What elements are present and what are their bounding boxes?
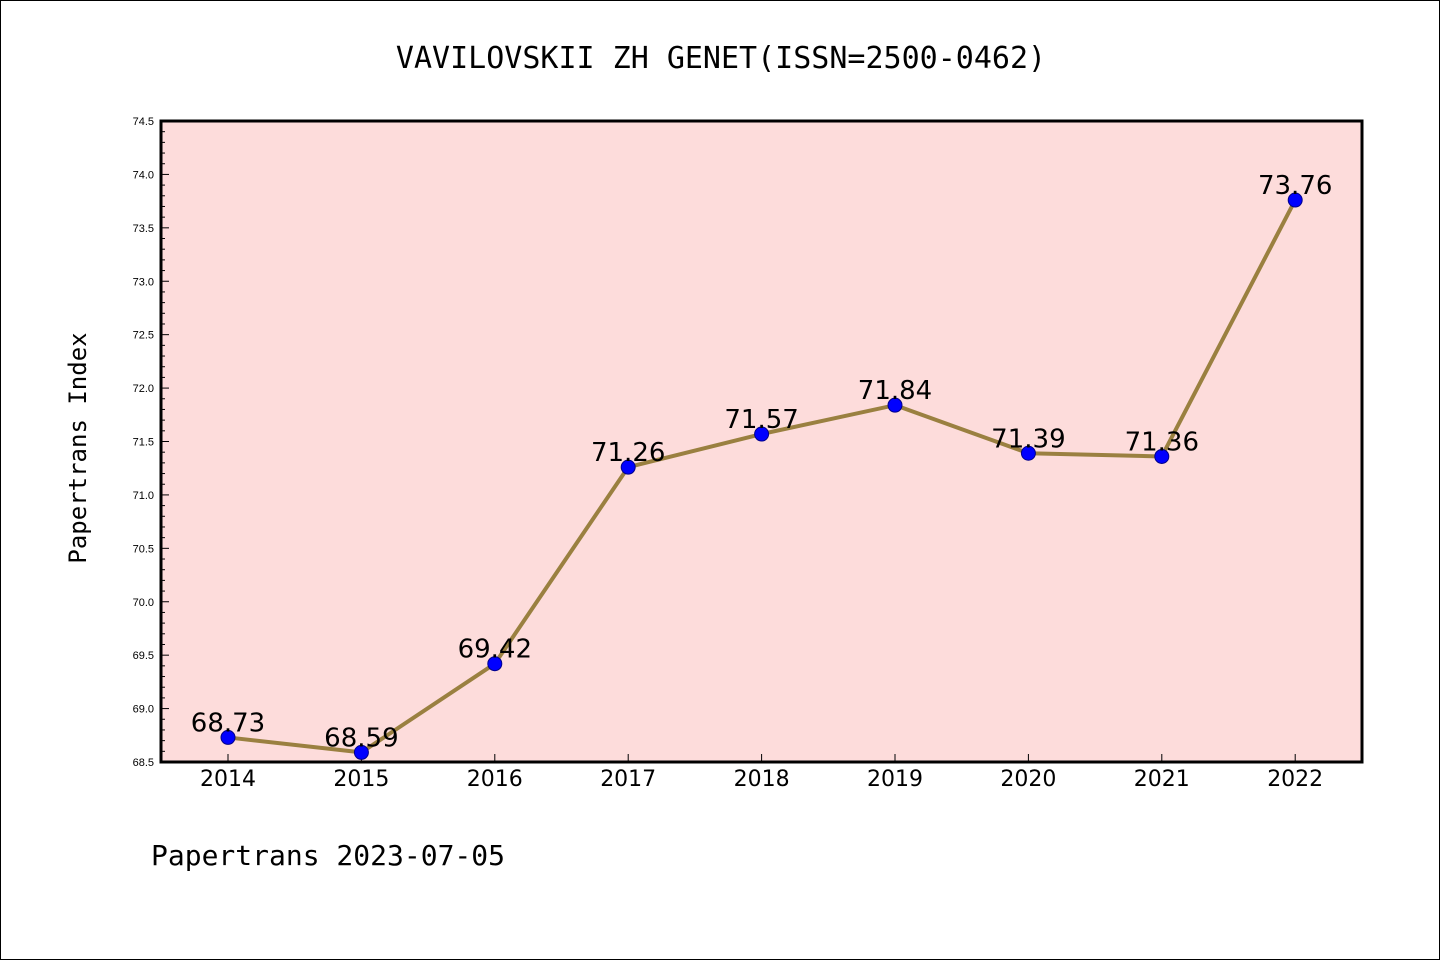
- data-point: [887, 397, 903, 413]
- data-labels: 68.73 68.59 69.42 71.26 71.57 71.84 71.39 71.36…: [191, 171, 1333, 753]
- x-tick-label: 2014: [200, 767, 256, 792]
- data-point: [220, 729, 236, 745]
- y-tick-label: 69.0: [133, 704, 154, 716]
- y-tick-label: 69.5: [133, 650, 154, 662]
- x-tick-label: 2017: [600, 767, 656, 792]
- data-point: [754, 426, 770, 442]
- y-tick-label: 70.0: [133, 597, 154, 609]
- y-axis: 68.5 69.0 69.5 70.0 70.5 71.0 71.5 72.0 72.5 73.0…: [133, 116, 169, 769]
- data-label: 69.42: [458, 635, 532, 665]
- x-tick-label: 2016: [467, 767, 523, 792]
- y-tick-label: 68.5: [133, 757, 154, 769]
- x-tick-label: 2015: [333, 767, 389, 792]
- data-label: 68.59: [324, 723, 398, 753]
- data-label: 68.73: [191, 708, 265, 738]
- data-label: 73.76: [1258, 171, 1332, 201]
- data-point: [1287, 192, 1303, 208]
- data-label: 71.57: [724, 405, 798, 435]
- y-tick-label: 71.5: [133, 437, 154, 449]
- x-axis: 2014 2015 2016 2017 2018 2019 2020 2021 2022: [200, 754, 1323, 792]
- y-tick-label: 74.5: [133, 116, 154, 128]
- y-axis-label: Papertrans Index: [64, 332, 92, 563]
- data-point: [487, 656, 503, 672]
- x-tick-label: 2022: [1267, 767, 1323, 792]
- y-tick-label: 73.5: [133, 223, 154, 235]
- y-tick-label: 72.0: [133, 383, 154, 395]
- data-label: 71.26: [591, 438, 665, 468]
- y-tick-label: 70.5: [133, 543, 154, 555]
- x-tick-label: 2021: [1134, 767, 1190, 792]
- x-tick-label: 2018: [734, 767, 790, 792]
- data-point: [620, 459, 636, 475]
- y-tick-label: 74.0: [133, 169, 154, 181]
- y-tick-label: 71.0: [133, 490, 154, 502]
- chart-title: VAVILOVSKII ZH GENET(ISSN=2500-0462): [396, 41, 1046, 76]
- footer-date: Papertrans 2023-07-05: [151, 839, 505, 872]
- data-label: 71.84: [858, 376, 932, 406]
- x-tick-label: 2019: [867, 767, 923, 792]
- y-tick-label: 72.5: [133, 330, 154, 342]
- data-label: 71.36: [1125, 427, 1199, 457]
- data-point: [1154, 448, 1170, 464]
- series-line: [220, 192, 1303, 760]
- x-tick-label: 2020: [1000, 767, 1056, 792]
- data-point: [1020, 445, 1036, 461]
- y-tick-label: 73.0: [133, 276, 154, 288]
- data-label: 71.39: [991, 424, 1065, 454]
- data-point: [353, 744, 369, 760]
